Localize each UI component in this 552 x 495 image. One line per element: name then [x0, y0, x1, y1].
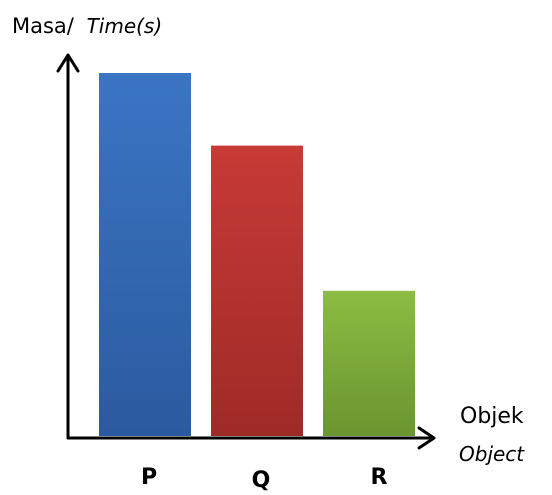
bar-q	[211, 145, 303, 436]
y-axis-label: Masa/ Time(s)	[12, 14, 162, 38]
bar-p	[99, 73, 191, 436]
y-axis-label-italic: Time(s)	[87, 14, 163, 38]
x-axis-label: Objek	[460, 404, 524, 429]
x-axis-label-italic: Object	[459, 442, 525, 466]
tick-labels-group: P Q R	[141, 465, 388, 493]
bars-group	[99, 73, 415, 436]
tick-label-q: Q	[252, 468, 271, 493]
y-axis-label-main: Masa/	[12, 14, 75, 38]
tick-label-p: P	[141, 465, 157, 490]
y-axis-arrow	[56, 53, 80, 73]
tick-label-r: R	[371, 465, 388, 490]
bar-r	[323, 290, 415, 436]
x-axis-arrow	[417, 426, 436, 450]
